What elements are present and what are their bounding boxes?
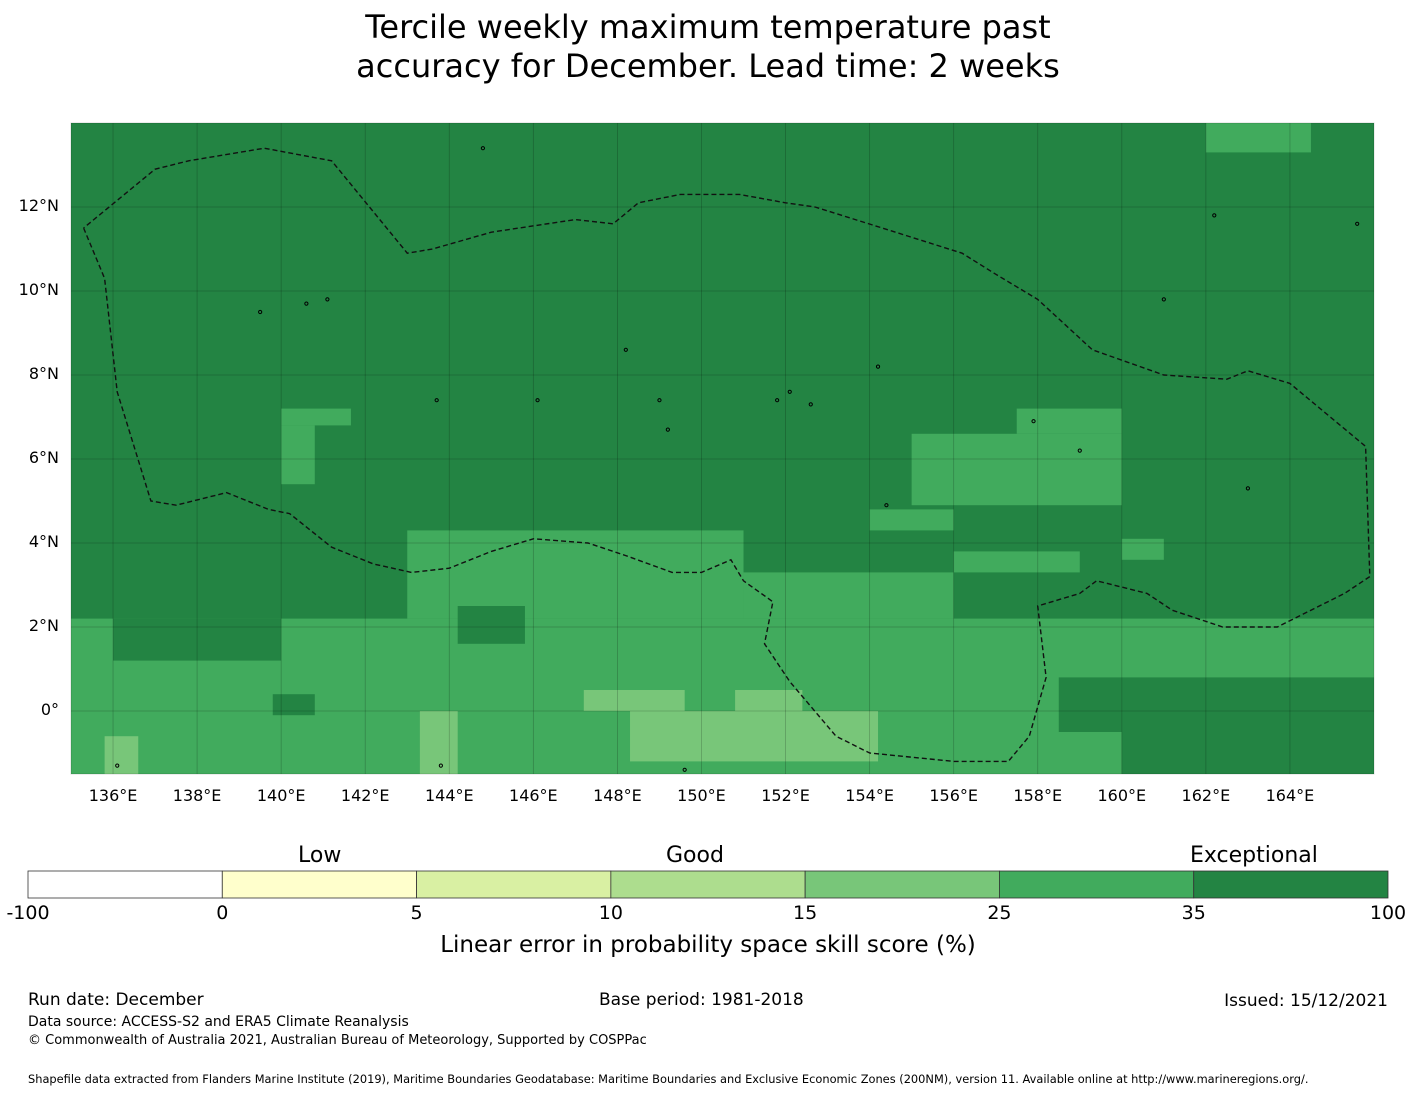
lat-tick-label: 0° bbox=[40, 700, 59, 719]
base-period: Base period: 1981-2018 bbox=[599, 990, 804, 1010]
skill-patch-9 bbox=[953, 551, 1080, 573]
island-15 bbox=[884, 503, 889, 508]
colorbar-segment-2 bbox=[416, 870, 612, 899]
lat-tick-label: 2°N bbox=[28, 616, 59, 635]
run-date: Run date: December bbox=[28, 990, 204, 1010]
lon-tick-label: 158°E bbox=[1013, 786, 1063, 805]
colorbar-tick-label: 25 bbox=[987, 902, 1012, 924]
island-20 bbox=[115, 763, 120, 768]
island-12 bbox=[1161, 297, 1166, 302]
lon-tick-label: 164°E bbox=[1265, 786, 1315, 805]
skill-patch-13 bbox=[113, 618, 282, 661]
lon-tick-label: 160°E bbox=[1097, 786, 1147, 805]
category-label-exceptional: Exceptional bbox=[1190, 843, 1318, 868]
lat-tick-label: 12°N bbox=[18, 196, 59, 215]
skill-patches bbox=[71, 123, 1374, 774]
island-1 bbox=[304, 301, 309, 306]
lon-tick-label: 138°E bbox=[172, 786, 222, 805]
skill-patch-3 bbox=[1016, 408, 1122, 434]
colorbar-tick-label: 5 bbox=[410, 902, 423, 924]
island-7 bbox=[657, 398, 662, 403]
island-11 bbox=[1245, 486, 1251, 491]
skill-patch-19 bbox=[735, 690, 803, 711]
lon-tick-label: 150°E bbox=[677, 786, 726, 805]
colorbar-segment-6 bbox=[1193, 870, 1389, 899]
category-label-good: Good bbox=[666, 843, 724, 868]
map-frame bbox=[70, 122, 1375, 775]
skill-patch-2 bbox=[911, 433, 1122, 506]
colorbar-tick-label: 0 bbox=[216, 902, 229, 924]
lat-tick-label: 10°N bbox=[18, 280, 59, 299]
colorbar-tick-label: 15 bbox=[793, 902, 818, 924]
skill-patch-0 bbox=[281, 408, 351, 426]
skill-patch-1 bbox=[281, 425, 315, 485]
island-0 bbox=[258, 309, 263, 315]
colorbar-tick-label: 10 bbox=[598, 902, 623, 924]
skill-patch-20 bbox=[104, 736, 139, 774]
island-8 bbox=[480, 146, 486, 151]
island-14 bbox=[1355, 221, 1360, 226]
colorbar-segment-5 bbox=[999, 870, 1195, 899]
lat-tick-label: 4°N bbox=[28, 532, 59, 551]
skill-patch-5 bbox=[1205, 123, 1311, 153]
colorbar-tick-label: -100 bbox=[6, 902, 50, 924]
island-3 bbox=[623, 347, 628, 352]
lon-tick-label: 136°E bbox=[88, 786, 138, 805]
island-5 bbox=[775, 398, 780, 403]
chart-title: Tercile weekly maximum temperature past … bbox=[0, 8, 1416, 86]
lon-tick-label: 142°E bbox=[340, 786, 390, 805]
island-18 bbox=[665, 427, 670, 432]
shapefile-credit: Shapefile data extracted from Flanders M… bbox=[28, 1072, 1309, 1086]
skill-patch-4 bbox=[1121, 538, 1164, 560]
eez-boundary bbox=[82, 147, 1371, 763]
colorbar-tick-label: 100 bbox=[1369, 902, 1407, 924]
island-21 bbox=[438, 763, 443, 768]
graticule bbox=[71, 123, 1374, 774]
colorbar-segment-3 bbox=[610, 870, 806, 899]
island-16 bbox=[535, 398, 540, 403]
skill-patch-10 bbox=[869, 509, 954, 531]
colorbar-tick-label: 35 bbox=[1181, 902, 1206, 924]
colorbar-segment-4 bbox=[804, 870, 1000, 899]
lon-tick-label: 162°E bbox=[1181, 786, 1231, 805]
island-13 bbox=[1212, 213, 1217, 218]
lon-tick-label: 144°E bbox=[424, 786, 474, 805]
skill-patch-7 bbox=[407, 530, 744, 619]
island-19 bbox=[808, 402, 813, 407]
data-source: Data source: ACCESS-S2 and ERA5 Climate … bbox=[28, 1014, 409, 1030]
copyright: © Commonwealth of Australia 2021, Austra… bbox=[28, 1033, 647, 1048]
island-6 bbox=[875, 364, 881, 369]
lon-tick-label: 156°E bbox=[929, 786, 978, 805]
lon-tick-label: 152°E bbox=[761, 786, 810, 805]
colorbar-title: Linear error in probability space skill … bbox=[440, 932, 976, 958]
lon-tick-label: 140°E bbox=[256, 786, 306, 805]
chart-title-line-1: Tercile weekly maximum temperature past bbox=[365, 8, 1051, 46]
category-label-low: Low bbox=[298, 843, 342, 868]
skill-patch-12 bbox=[1058, 677, 1122, 732]
lat-tick-label: 8°N bbox=[28, 364, 59, 383]
lon-tick-label: 148°E bbox=[593, 786, 642, 805]
skill-patch-15 bbox=[457, 606, 525, 644]
lon-tick-label: 146°E bbox=[509, 786, 558, 805]
issued-date: Issued: 15/12/2021 bbox=[1224, 991, 1388, 1011]
island-2 bbox=[325, 297, 330, 302]
island-22 bbox=[682, 767, 687, 772]
skill-patch-8 bbox=[743, 572, 954, 619]
skill-patch-14 bbox=[272, 694, 315, 716]
chart-title-line-2: accuracy for December. Lead time: 2 week… bbox=[356, 47, 1060, 85]
colorbar-segment-0 bbox=[27, 870, 223, 899]
skill-patch-18 bbox=[630, 711, 879, 762]
colorbar-segment-1 bbox=[221, 870, 417, 899]
island-9 bbox=[1031, 419, 1036, 424]
skill-patch-17 bbox=[583, 690, 685, 711]
skill-patch-11 bbox=[1121, 677, 1374, 774]
lon-tick-label: 154°E bbox=[845, 786, 894, 805]
island-17 bbox=[434, 398, 439, 403]
island-10 bbox=[1077, 448, 1082, 453]
lat-tick-label: 6°N bbox=[28, 448, 59, 467]
skill-patch-16 bbox=[419, 711, 458, 774]
island-4 bbox=[787, 389, 792, 394]
